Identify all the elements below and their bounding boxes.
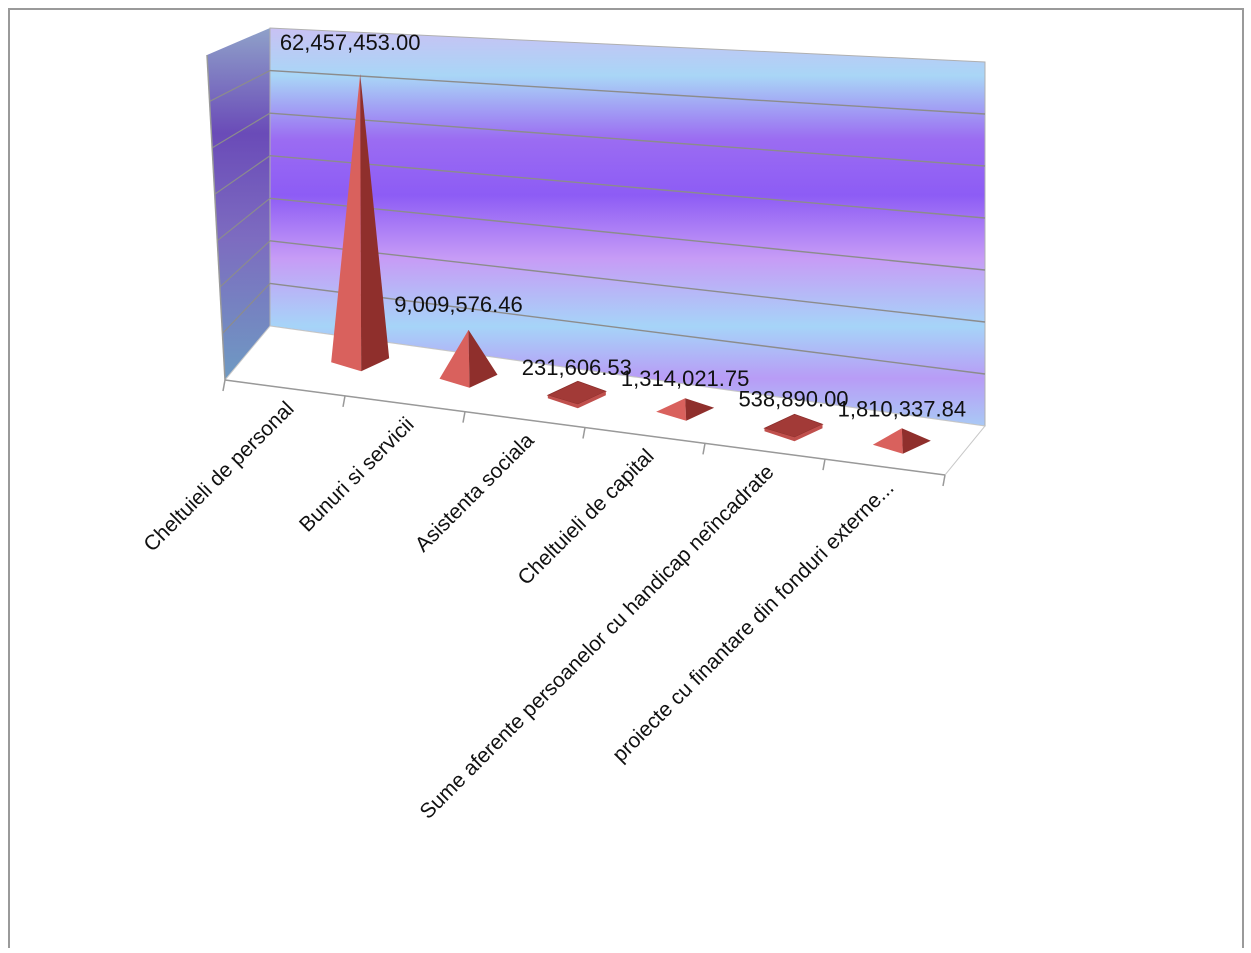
- pyramid-face-front: [331, 73, 362, 372]
- axes: [206, 54, 946, 487]
- value-labels: 62,457,453.00 9,009,576.46 231,606.531,314…: [280, 30, 966, 421]
- gridline-side: [211, 112, 271, 149]
- value-label: 1,810,337.84: [838, 396, 966, 421]
- plot-walls: [207, 27, 986, 476]
- pyramid-bars: [331, 73, 931, 454]
- gridline-side: [216, 197, 271, 242]
- gridline: [269, 240, 986, 323]
- y-axis: [206, 54, 226, 381]
- category-label: Bunuri si servicii: [295, 413, 419, 537]
- category-label: proiecte cu finantare din fonduri extern…: [608, 476, 898, 766]
- gridlines: [209, 69, 986, 375]
- side-wall: [207, 28, 270, 380]
- pyramid-bar: [546, 380, 607, 409]
- pyramid-face-side: [901, 428, 931, 454]
- pyramid-edge: [547, 391, 606, 409]
- gridline: [269, 112, 986, 167]
- pyramid-bar: [872, 428, 931, 454]
- pyramid-face-side: [468, 329, 498, 388]
- gridline-side: [214, 155, 271, 195]
- value-label: 1,314,021.75: [621, 366, 749, 391]
- value-label: 9,009,576.46: [394, 292, 522, 317]
- x-tick: [942, 474, 946, 487]
- gridline-side: [209, 70, 271, 102]
- category-label: Cheltuieli de capital: [514, 445, 659, 590]
- x-tick: [702, 443, 706, 455]
- pyramid-bar: [439, 329, 498, 388]
- x-tick: [462, 411, 466, 423]
- pyramid-face-front: [872, 428, 903, 454]
- pyramid-edge: [764, 424, 823, 442]
- value-label: 538,890.00: [738, 387, 848, 412]
- x-tick: [822, 459, 826, 471]
- pyramid-face-side: [360, 73, 390, 372]
- value-label: 231,606.53: [522, 355, 632, 380]
- gridline: [269, 155, 986, 219]
- pyramid-bar: [656, 398, 715, 421]
- gridline-side: [219, 240, 271, 288]
- gridline: [269, 197, 986, 271]
- category-label: Asistenta sociala: [411, 429, 539, 557]
- gridline: [269, 69, 986, 115]
- x-tick: [222, 379, 226, 392]
- x-tick: [582, 427, 586, 439]
- pyramid-face-front: [439, 329, 470, 388]
- x-tick: [342, 395, 346, 407]
- pyramid-bar: [763, 413, 824, 442]
- pyramid-face-front: [656, 398, 687, 421]
- gridline: [269, 282, 986, 375]
- category-label: Cheltuieli de personal: [139, 397, 298, 556]
- pyramid-face-side: [685, 398, 715, 421]
- gridline-side: [221, 283, 271, 334]
- pyramid-bar: [331, 73, 390, 372]
- value-label: 62,457,453.00: [280, 30, 421, 55]
